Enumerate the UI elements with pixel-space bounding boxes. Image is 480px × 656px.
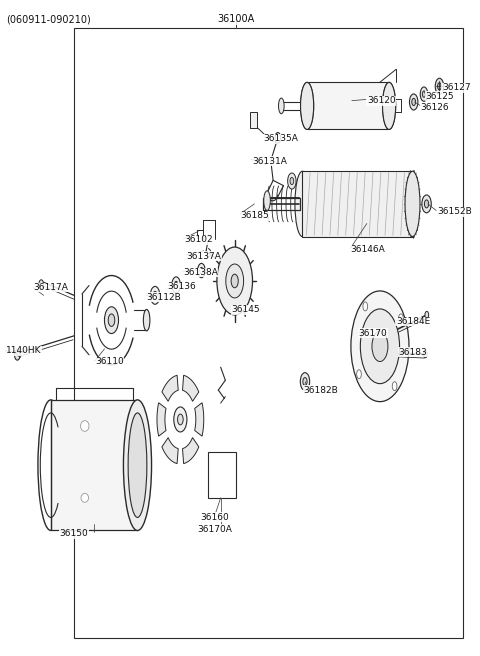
Ellipse shape [217,247,252,315]
Ellipse shape [412,98,416,106]
Bar [51,400,137,531]
Ellipse shape [357,370,361,379]
Text: 36137A: 36137A [186,252,221,260]
Ellipse shape [288,173,296,189]
Text: 36136: 36136 [168,282,196,291]
Ellipse shape [200,268,203,274]
Polygon shape [157,403,166,436]
Ellipse shape [372,331,388,361]
Text: 36131A: 36131A [252,157,287,166]
Text: 36135A: 36135A [264,134,299,143]
Polygon shape [182,375,199,401]
Ellipse shape [123,400,152,531]
Text: 36185: 36185 [240,211,269,220]
Text: 36112B: 36112B [146,293,181,302]
Ellipse shape [423,350,427,358]
Polygon shape [195,403,204,436]
Text: 36150: 36150 [60,529,88,539]
Text: 36117A: 36117A [33,283,68,292]
Ellipse shape [231,274,238,288]
Bar [207,452,236,498]
Text: 36145: 36145 [231,305,260,314]
Ellipse shape [105,307,119,333]
Bar [307,83,389,129]
Text: 36183: 36183 [399,348,427,357]
Text: 36160: 36160 [200,513,229,522]
Ellipse shape [435,78,444,94]
Text: 36126: 36126 [420,103,449,112]
Text: 36170A: 36170A [197,525,232,534]
Ellipse shape [174,407,187,432]
Ellipse shape [81,493,88,502]
Ellipse shape [144,310,150,331]
Ellipse shape [108,314,115,327]
Ellipse shape [392,382,397,391]
Ellipse shape [420,87,428,101]
Polygon shape [182,438,199,464]
Text: 36102: 36102 [184,236,213,244]
Ellipse shape [295,171,310,237]
Text: (060911-090210): (060911-090210) [6,14,91,24]
Text: 36170: 36170 [359,329,387,338]
Ellipse shape [303,378,307,386]
Ellipse shape [383,83,396,129]
Ellipse shape [264,191,270,211]
Bar [302,171,412,237]
Ellipse shape [425,312,429,319]
Ellipse shape [424,200,429,208]
Text: 36182B: 36182B [303,386,338,394]
Polygon shape [162,438,178,464]
Ellipse shape [174,281,178,289]
Ellipse shape [363,302,368,311]
Ellipse shape [14,350,20,360]
Ellipse shape [81,420,89,432]
Text: 36127: 36127 [442,83,470,92]
Ellipse shape [409,94,418,110]
Ellipse shape [150,287,160,304]
Ellipse shape [300,373,310,390]
Ellipse shape [198,263,205,277]
Bar [74,28,463,638]
Text: 36152B: 36152B [437,207,472,216]
Text: 36120: 36120 [367,96,396,105]
Text: 36100A: 36100A [217,14,254,24]
Ellipse shape [153,291,157,299]
Text: 1140HK: 1140HK [6,346,42,356]
Ellipse shape [178,414,183,425]
Ellipse shape [360,309,399,384]
Ellipse shape [226,264,244,298]
Text: 36138A: 36138A [183,268,218,277]
Ellipse shape [383,83,396,129]
Text: 36110: 36110 [95,358,124,367]
Polygon shape [162,375,178,401]
Ellipse shape [300,83,313,129]
Ellipse shape [405,171,420,237]
Ellipse shape [422,195,431,213]
Ellipse shape [278,98,284,113]
Text: 36146A: 36146A [350,245,385,254]
Text: 36125: 36125 [425,92,454,100]
Ellipse shape [398,314,403,323]
Ellipse shape [128,413,147,518]
Ellipse shape [438,83,441,90]
Ellipse shape [39,279,44,289]
Ellipse shape [351,291,409,401]
Text: 36184E: 36184E [396,317,430,326]
Ellipse shape [172,277,180,293]
Ellipse shape [290,178,294,184]
Ellipse shape [422,91,426,97]
Bar [250,112,257,128]
Ellipse shape [275,133,281,143]
Ellipse shape [300,83,313,129]
